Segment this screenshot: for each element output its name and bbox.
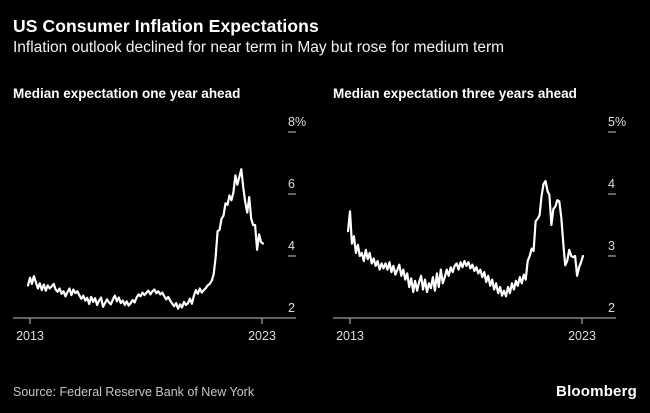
page-subtitle: Inflation outlook declined for near term… [13, 39, 505, 56]
chart-one-year-ahead: Median expectation one year ahead 2013 20… [13, 86, 317, 344]
x-axis-label: 2013 [336, 329, 364, 343]
y-axis-label: 2 [288, 301, 295, 315]
y-axis-label: 8% [288, 115, 306, 129]
chart-title-one-year: Median expectation one year ahead [13, 86, 241, 101]
three-year-plot: 2013 2023 5% 4 3 2 [333, 115, 626, 343]
page-title: US Consumer Inflation Expectations [13, 16, 319, 36]
data-line [346, 179, 585, 298]
one-year-plot: 2013 2023 8% 6 4 2 [13, 115, 306, 343]
x-axis-label: 2023 [248, 329, 276, 343]
source-note: Source: Federal Reserve Bank of New York [13, 385, 255, 399]
x-axis-label: 2013 [16, 329, 44, 343]
data-line [26, 168, 265, 310]
y-axis-label: 4 [288, 239, 295, 253]
bloomberg-logo: Bloomberg [556, 383, 637, 400]
y-axis-label: 5% [608, 115, 626, 129]
y-axis-label: 3 [608, 239, 615, 253]
chart-three-years-ahead: Median expectation three years ahead 201… [333, 86, 637, 344]
x-axis-label: 2023 [568, 329, 596, 343]
y-axis-label: 4 [608, 177, 615, 191]
chart-title-three-years: Median expectation three years ahead [333, 86, 577, 101]
y-axis-label: 6 [288, 177, 295, 191]
y-axis-label: 2 [608, 301, 615, 315]
